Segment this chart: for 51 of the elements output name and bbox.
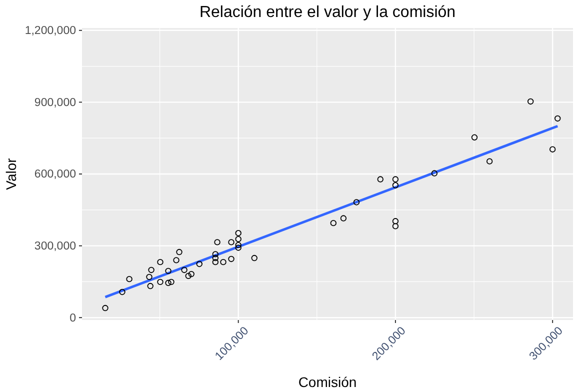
point <box>392 176 399 182</box>
point <box>168 278 174 286</box>
point <box>212 258 218 266</box>
point <box>165 268 172 274</box>
point <box>157 278 164 286</box>
x-axis-title: Comisión <box>298 374 357 390</box>
point <box>235 244 242 251</box>
point <box>220 258 226 266</box>
point <box>126 276 132 282</box>
point <box>146 274 152 280</box>
chart-title: Relación entre el valor y la comisión <box>199 4 456 21</box>
point <box>148 266 154 274</box>
point <box>353 199 360 206</box>
point <box>392 223 399 230</box>
y-tick-label: 300,000 <box>34 240 76 252</box>
point <box>214 239 220 246</box>
point <box>340 215 347 222</box>
point <box>181 266 188 274</box>
point <box>549 146 556 152</box>
point <box>251 254 258 262</box>
point <box>235 236 242 242</box>
point <box>527 98 534 105</box>
point <box>176 248 182 256</box>
point <box>392 218 399 224</box>
point <box>147 282 154 290</box>
point <box>157 258 164 266</box>
point <box>486 158 493 164</box>
y-axis-title: Valor <box>3 158 19 190</box>
point <box>330 220 336 226</box>
point <box>228 256 234 262</box>
point <box>212 251 218 258</box>
point <box>554 115 561 122</box>
point <box>235 242 242 248</box>
point <box>377 176 384 182</box>
point <box>196 260 202 268</box>
point <box>228 239 234 246</box>
point <box>173 257 180 264</box>
y-tick-label: 600,000 <box>34 168 76 181</box>
y-tick-label: 1,200,000 <box>24 25 76 38</box>
point <box>392 182 399 188</box>
point <box>185 272 192 280</box>
point <box>188 270 194 278</box>
point <box>212 254 218 262</box>
y-tick-label: 900,000 <box>34 96 76 109</box>
point <box>431 170 438 176</box>
point <box>235 230 242 236</box>
point <box>119 288 126 296</box>
y-tick-label: 0 <box>70 312 76 324</box>
point <box>471 134 478 140</box>
point <box>165 280 172 286</box>
point <box>102 304 108 312</box>
